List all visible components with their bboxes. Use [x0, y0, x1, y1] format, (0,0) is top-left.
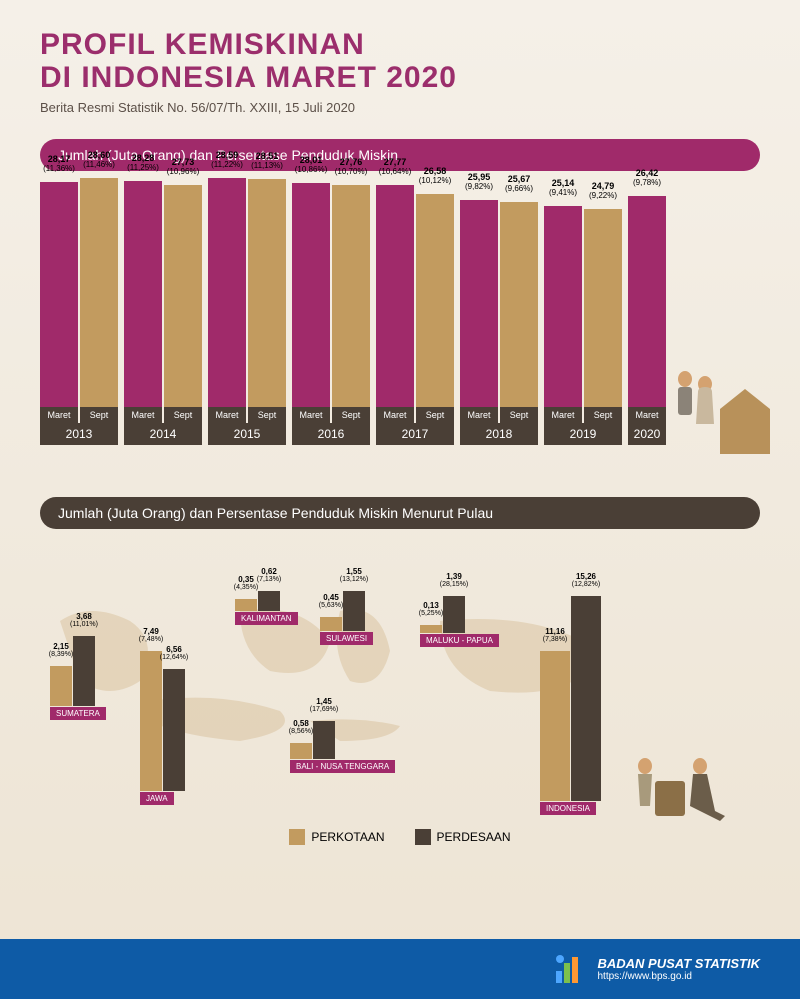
legend: PERKOTAAN PERDESAAN [0, 829, 800, 845]
region-label: SULAWESI [320, 632, 373, 645]
region-jawa: 7,49(7,48%)6,56(12,64%)JAWA [140, 651, 185, 791]
footer-org-name: BADAN PUSAT STATISTIK [598, 956, 761, 971]
page-title: PROFIL KEMISKINAN DI INDONESIA MARET 202… [40, 28, 760, 94]
year-label: 2018 [460, 423, 538, 445]
region-maluku-papua: 0,13(5,25%)1,39(28,15%)MALUKU - PAPUA [420, 596, 465, 633]
page-subtitle: Berita Resmi Statistik No. 56/07/Th. XXI… [40, 100, 760, 115]
region-label: INDONESIA [540, 802, 596, 815]
footer: BADAN PUSAT STATISTIK https://www.bps.go… [0, 939, 800, 999]
bar-maret: 28,59(11,22%)Maret [208, 178, 246, 423]
year-group: 28,01(10,86%)Maret27,76(10,70%)Sept [292, 183, 370, 423]
bar-sept: 24,79(9,22%)Sept [584, 209, 622, 423]
year-label: 2013 [40, 423, 118, 445]
year-group: 27,77(10,64%)Maret26,58(10,12%)Sept [376, 185, 454, 423]
bar-sept: 28,60(11,46%)Sept [80, 178, 118, 423]
chart2-header: Jumlah (Juta Orang) dan Persentase Pendu… [40, 497, 760, 529]
title-line-1: PROFIL KEMISKINAN [40, 28, 365, 61]
region-label: KALIMANTAN [235, 612, 298, 625]
header: PROFIL KEMISKINAN DI INDONESIA MARET 202… [0, 0, 800, 125]
bar-maret: 25,14(9,41%)Maret [544, 206, 582, 423]
title-line-2: DI INDONESIA MARET 2020 [40, 61, 457, 94]
chart1: 28,17(11,36%)Maret28,60(11,46%)Sept28,28… [40, 183, 760, 483]
region-label: BALI - NUSA TENGGARA [290, 760, 395, 773]
region-kalimantan: 0,35(4,35%)0,62(7,13%)KALIMANTAN [235, 591, 280, 611]
people-illustration-2 [620, 731, 730, 831]
legend-label-urban: PERKOTAAN [311, 830, 384, 844]
region-sumatera: 2,15(8,39%)3,68(11,01%)SUMATERA [50, 636, 95, 706]
bps-logo-icon [552, 951, 588, 987]
legend-swatch-rural [415, 829, 431, 845]
bar-sept: 26,58(10,12%)Sept [416, 194, 454, 423]
year-label: 2019 [544, 423, 622, 445]
year-group: 28,17(11,36%)Maret28,60(11,46%)Sept [40, 178, 118, 423]
bar-maret: 28,17(11,36%)Maret [40, 182, 78, 423]
year-group: 28,28(11,25%)Maret27,73(10,96%)Sept [124, 181, 202, 423]
region-label: MALUKU - PAPUA [420, 634, 499, 647]
year-label: 2015 [208, 423, 286, 445]
legend-item-rural: PERDESAAN [415, 829, 511, 845]
year-group: 25,95(9,82%)Maret25,67(9,66%)Sept [460, 200, 538, 423]
legend-swatch-urban [289, 829, 305, 845]
year-group: 28,59(11,22%)Maret28,51(11,13%)Sept [208, 178, 286, 423]
footer-text: BADAN PUSAT STATISTIK https://www.bps.go… [598, 956, 761, 982]
bar-sept: 28,51(11,13%)Sept [248, 179, 286, 423]
region-label: SUMATERA [50, 707, 106, 720]
region-indonesia: 11,16(7,38%)15,26(12,82%)INDONESIA [540, 596, 601, 801]
region-bali-nusa-tenggara: 0,58(8,56%)1,45(17,69%)BALI - NUSA TENGG… [290, 721, 335, 759]
people-illustration-1 [660, 349, 780, 469]
legend-item-urban: PERKOTAAN [289, 829, 384, 845]
chart2: 2,15(8,39%)3,68(11,01%)SUMATERA 7,49(7,48… [40, 541, 760, 821]
bar-maret: 25,95(9,82%)Maret [460, 200, 498, 423]
bar-maret: 27,77(10,64%)Maret [376, 185, 414, 423]
region-label: JAWA [140, 792, 174, 805]
footer-url: https://www.bps.go.id [598, 971, 761, 982]
bar-maret: 28,28(11,25%)Maret [124, 181, 162, 423]
bar-maret: 28,01(10,86%)Maret [292, 183, 330, 423]
year-label: 2014 [124, 423, 202, 445]
bar-sept: 27,76(10,70%)Sept [332, 185, 370, 423]
bar-sept: 25,67(9,66%)Sept [500, 202, 538, 423]
region-sulawesi: 0,45(5,63%)1,55(13,12%)SULAWESI [320, 591, 365, 631]
year-label: 2016 [292, 423, 370, 445]
legend-label-rural: PERDESAAN [437, 830, 511, 844]
bar-sept: 27,73(10,96%)Sept [164, 185, 202, 423]
year-group: 25,14(9,41%)Maret24,79(9,22%)Sept [544, 206, 622, 423]
year-label: 2017 [376, 423, 454, 445]
